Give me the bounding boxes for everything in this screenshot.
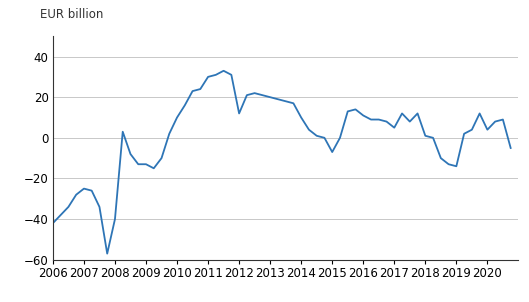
Text: EUR billion: EUR billion xyxy=(40,8,103,21)
